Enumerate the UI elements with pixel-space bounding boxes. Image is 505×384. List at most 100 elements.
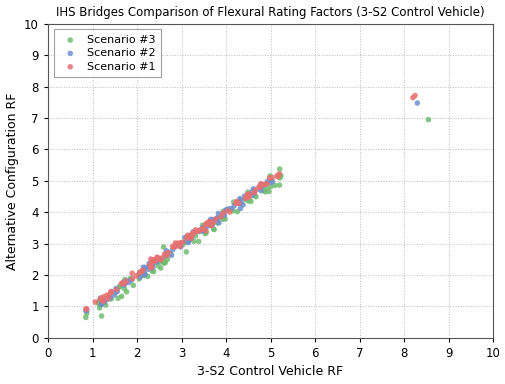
Scenario #1 xyxy=(82,306,90,312)
Scenario #1 xyxy=(243,192,251,198)
Scenario #1 xyxy=(146,262,155,268)
Scenario #3 xyxy=(107,296,115,302)
Scenario #2 xyxy=(97,298,106,304)
Scenario #2 xyxy=(113,288,121,295)
Scenario #3 xyxy=(135,276,143,282)
Scenario #1 xyxy=(118,280,126,286)
Scenario #1 xyxy=(104,296,112,302)
Scenario #2 xyxy=(217,213,225,219)
Scenario #2 xyxy=(121,280,129,286)
Scenario #2 xyxy=(222,207,230,213)
Scenario #1 xyxy=(173,240,181,246)
Scenario #2 xyxy=(236,205,244,212)
Scenario #1 xyxy=(172,243,180,249)
Scenario #3 xyxy=(140,272,148,278)
Scenario #2 xyxy=(176,242,184,248)
Legend: Scenario #3, Scenario #2, Scenario #1: Scenario #3, Scenario #2, Scenario #1 xyxy=(54,30,161,77)
Scenario #3 xyxy=(275,172,283,178)
Scenario #3 xyxy=(267,177,275,183)
Scenario #3 xyxy=(148,268,156,274)
Scenario #2 xyxy=(106,295,114,301)
Scenario #3 xyxy=(156,258,164,264)
Scenario #1 xyxy=(146,256,155,262)
Scenario #2 xyxy=(213,217,221,223)
Scenario #3 xyxy=(259,187,267,194)
Scenario #3 xyxy=(153,258,161,264)
Scenario #2 xyxy=(138,268,146,274)
Scenario #3 xyxy=(206,222,214,228)
Scenario #3 xyxy=(219,214,227,220)
Scenario #2 xyxy=(209,217,217,223)
Scenario #1 xyxy=(171,240,179,246)
Scenario #1 xyxy=(256,184,264,190)
Scenario #1 xyxy=(135,270,143,276)
Scenario #3 xyxy=(262,186,270,192)
Scenario #1 xyxy=(120,281,128,287)
Scenario #2 xyxy=(200,226,209,232)
Scenario #2 xyxy=(214,210,222,217)
Scenario #2 xyxy=(198,225,207,231)
Scenario #3 xyxy=(246,198,255,204)
Scenario #1 xyxy=(191,227,199,233)
Scenario #2 xyxy=(168,247,176,253)
Scenario #1 xyxy=(98,296,107,303)
Scenario #3 xyxy=(177,242,185,248)
Scenario #3 xyxy=(182,239,190,245)
Scenario #1 xyxy=(107,288,115,295)
Scenario #1 xyxy=(219,210,227,216)
Scenario #3 xyxy=(99,300,108,306)
Scenario #2 xyxy=(187,232,195,238)
Scenario #3 xyxy=(220,209,228,215)
Scenario #3 xyxy=(275,175,283,181)
Scenario #3 xyxy=(135,273,143,279)
Scenario #2 xyxy=(263,178,271,184)
Scenario #2 xyxy=(244,192,252,199)
Scenario #1 xyxy=(273,174,281,180)
Scenario #2 xyxy=(145,261,154,267)
Scenario #1 xyxy=(204,221,212,227)
Scenario #1 xyxy=(147,264,155,270)
Scenario #1 xyxy=(176,243,184,250)
Scenario #2 xyxy=(250,190,258,196)
Scenario #2 xyxy=(243,194,251,200)
Scenario #2 xyxy=(82,308,90,314)
Scenario #1 xyxy=(145,262,154,268)
Scenario #1 xyxy=(99,298,107,305)
Scenario #2 xyxy=(161,252,169,258)
Scenario #3 xyxy=(181,239,189,245)
Title: IHS Bridges Comparison of Flexural Rating Factors (3-S2 Control Vehicle): IHS Bridges Comparison of Flexural Ratin… xyxy=(56,5,484,18)
Scenario #2 xyxy=(153,257,161,263)
Scenario #1 xyxy=(234,200,242,206)
Scenario #3 xyxy=(208,221,216,227)
Scenario #2 xyxy=(189,228,197,235)
Scenario #2 xyxy=(235,195,243,202)
Scenario #3 xyxy=(116,284,124,290)
Scenario #1 xyxy=(193,228,201,234)
Scenario #2 xyxy=(187,233,195,240)
Scenario #3 xyxy=(115,283,123,290)
Scenario #3 xyxy=(228,208,236,214)
Scenario #1 xyxy=(201,222,209,228)
Scenario #2 xyxy=(206,216,214,222)
Scenario #3 xyxy=(163,256,171,262)
Scenario #3 xyxy=(221,216,229,222)
Scenario #3 xyxy=(163,252,171,258)
Scenario #1 xyxy=(160,251,168,257)
Scenario #2 xyxy=(100,299,108,305)
Scenario #2 xyxy=(268,179,276,185)
Scenario #2 xyxy=(145,260,153,266)
Scenario #3 xyxy=(236,200,244,207)
Scenario #2 xyxy=(144,266,152,272)
Scenario #3 xyxy=(136,271,144,278)
Scenario #1 xyxy=(157,257,165,263)
Scenario #3 xyxy=(143,273,152,280)
Scenario #2 xyxy=(208,222,216,228)
Scenario #3 xyxy=(251,194,260,200)
Scenario #3 xyxy=(126,276,134,282)
Scenario #3 xyxy=(144,264,153,270)
Scenario #1 xyxy=(223,208,231,214)
Scenario #2 xyxy=(124,280,132,286)
Scenario #2 xyxy=(161,253,169,259)
Scenario #2 xyxy=(203,223,211,229)
Scenario #3 xyxy=(199,228,208,234)
